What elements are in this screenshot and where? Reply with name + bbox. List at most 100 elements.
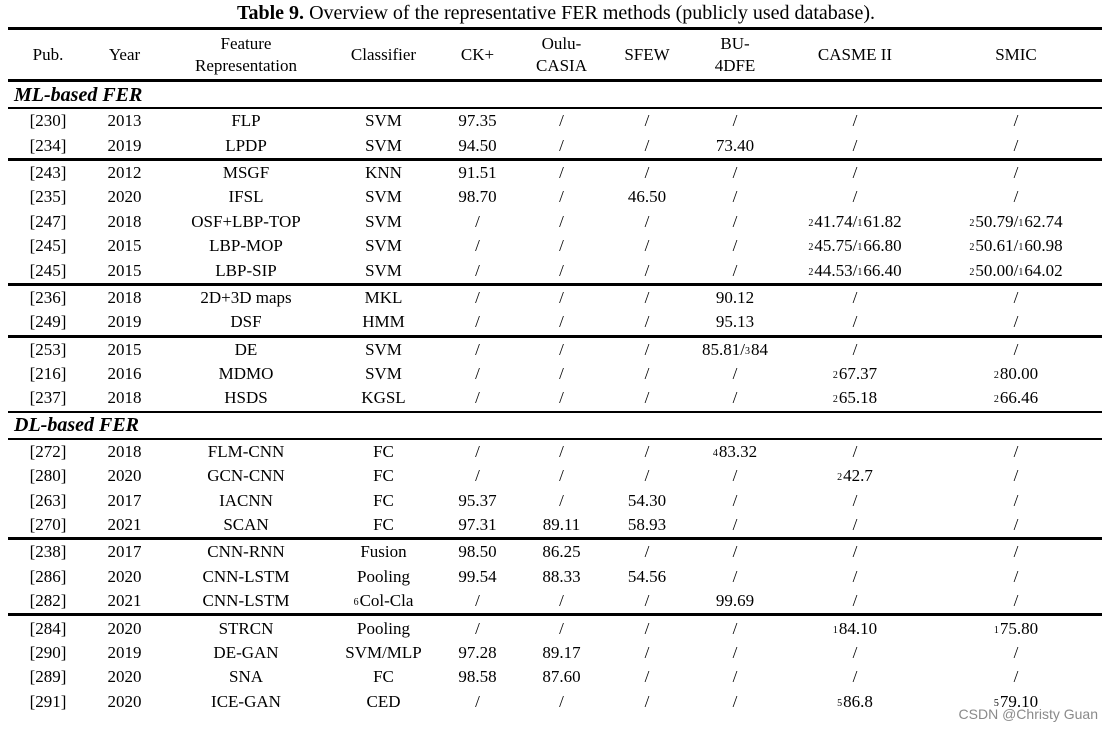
cell-ck: 99.54 [458,566,497,586]
cell-casme: 242.7 [837,466,873,486]
caption-label: Table 9. [237,2,305,24]
section-title: ML-based FER [8,80,1102,109]
cell-pub: [272] [29,441,67,461]
cell-ck: / [436,334,519,362]
cell-casme: / [852,643,858,662]
cell-year: 2017 [107,490,142,510]
cell-oulu: / [519,334,604,362]
header-bu-line2: 4DFE [714,55,756,75]
cell-feature: CNN-LSTM [202,591,290,611]
cell-year: 2019 [107,312,142,332]
cell-year: 2020 [88,613,161,641]
cell-year: 2019 [107,643,142,662]
cell-sfew: / [644,691,650,711]
cell-feature: LBP-MOP [209,236,283,256]
cell-bu: / [732,490,738,510]
table-row: [280] 2020 GCN-CNN FC / / / / 242.7 / [8,464,1102,488]
cell-sfew: / [644,643,650,662]
cell-smic: / [930,282,1102,311]
table-caption: Table 9. Overview of the representative … [0,1,1112,25]
cell-classifier: 6Col-Cla [353,591,414,611]
cell-ck: / [436,613,519,641]
cell-bu: / [732,566,738,586]
table-row: [216] 2016 MDMO SVM / / / / 267.37 280.00 [8,362,1102,386]
cell-feature: MSGF [161,157,331,186]
table-row: [247] 2018 OSF+LBP-TOP SVM / / / / 241.74/161.82… [8,210,1102,234]
cell-oulu: / [559,312,564,332]
cell-casme: / [780,537,930,565]
footnote-marker: 2 [993,370,999,382]
cell-ck: / [475,236,480,256]
cell-ck: 98.50 [436,537,519,565]
cell-bu: / [732,667,738,687]
table-row: [230] 2013 FLP SVM 97.35 / / / / / [8,108,1102,133]
cell-smic: / [1013,187,1019,207]
cell-pub: [245] [29,260,67,280]
table-row: [270] 2021 SCAN FC 97.31 89.11 58.93 / / / [8,513,1102,539]
cell-ck: 98.58 [458,667,497,687]
cell-casme: 244.53/166.40 [808,260,902,280]
cell-sfew: / [604,282,690,311]
footnote-marker: 2 [993,394,999,406]
table-row: [245] 2015 LBP-SIP SVM / / / / 244.53/166.40 250.… [8,258,1102,284]
cell-year: 2020 [107,691,142,711]
cell-bu: 73.40 [715,135,755,155]
cell-feature: FLP [231,111,261,131]
table-row: [249] 2019 DSF HMM / / / 95.13 / / [8,310,1102,336]
header-oulu: Oulu- CASIA [519,27,604,82]
cell-smic: / [1013,441,1019,461]
cell-year: 2021 [107,591,142,611]
header-feature-line1: Feature [220,33,272,53]
cell-feature: ICE-GAN [211,691,281,711]
cell-casme: / [852,441,858,461]
header-smic: SMIC [930,27,1102,82]
cell-classifier: SVM/MLP [345,643,422,662]
cell-smic: 250.61/160.98 [969,236,1063,256]
cell-year: 2015 [107,236,142,256]
table-row: [238] 2017 CNN-RNN Fusion 98.50 86.25// / / [8,537,1102,565]
cell-pub: [216] [29,364,67,384]
cell-feature: GCN-CNN [207,466,285,486]
cell-year: 2016 [107,364,142,384]
cell-year: 2021 [107,515,142,535]
cell-smic: / [1013,643,1019,662]
cell-bu: / [690,157,780,186]
cell-classifier: Pooling [357,566,410,586]
cell-smic: / [1013,566,1019,586]
cell-classifier: SVM [365,135,402,155]
cell-feature: MDMO [218,364,274,384]
table-row: [263] 2017 IACNN FC 95.37 / 54.30 / / / [8,488,1102,512]
cell-casme: / [852,490,858,510]
cell-smic: / [1013,111,1019,131]
cell-casme: / [852,591,858,611]
cell-bu: / [732,260,738,280]
header-bu-line1: BU- [720,33,750,53]
cell-feature: HSDS [161,386,331,413]
cell-oulu: 89.11 [542,515,581,535]
cell-ck: / [475,591,480,611]
cell-classifier: MKL [331,282,436,311]
cell-pub: [280] [29,466,67,486]
cell-pub: [270] [29,515,67,535]
footnote-marker: 1 [1018,266,1024,278]
cell-sfew: 54.56 [627,566,667,586]
cell-feature: OSF+LBP-TOP [191,211,301,231]
cell-year: 2019 [107,135,142,155]
cell-classifier: SVM [331,334,436,362]
cell-casme: / [780,157,930,186]
cell-smic: / [1013,515,1019,535]
cell-oulu: / [559,260,564,280]
cell-casme: / [780,282,930,311]
cell-classifier: KGSL [331,386,436,413]
cell-oulu: 89.17 [542,643,581,662]
cell-classifier: FC [373,466,394,486]
cell-pub: [291] [29,691,67,711]
cell-pub: [253] [8,334,88,362]
cell-classifier: CED [366,691,401,711]
footnote-marker: 1 [993,624,999,636]
cell-bu: / [690,386,780,413]
table-row: [282] 2021 CNN-LSTM 6Col-Cla / / / 99.69 / / [8,589,1102,615]
cell-classifier: SVM [365,187,402,207]
cell-casme: 586.8 [837,691,873,711]
cell-classifier: FC [373,441,394,461]
